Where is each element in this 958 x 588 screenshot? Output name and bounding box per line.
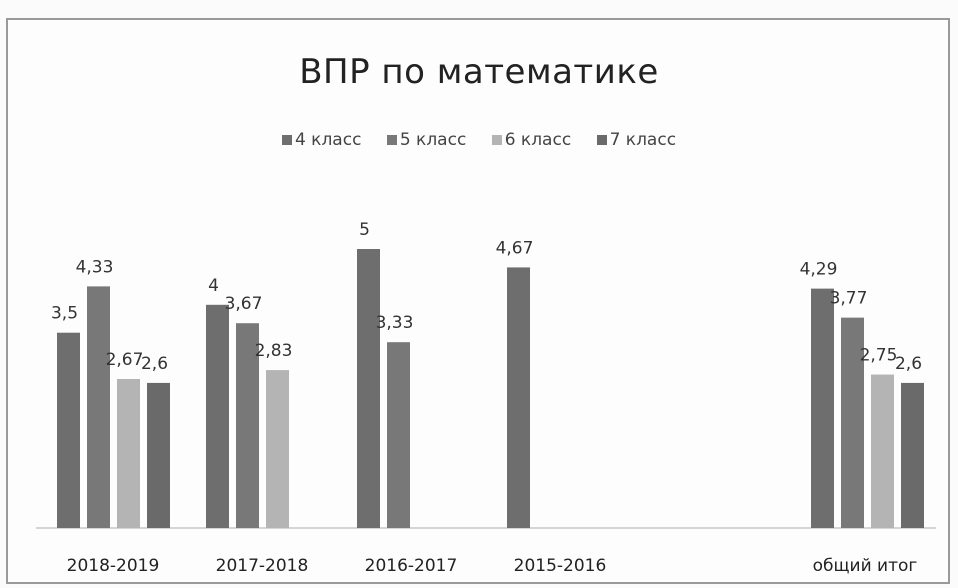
bar: [87, 286, 110, 528]
bar: [117, 379, 140, 528]
legend-item-7: 7 класс: [596, 130, 677, 150]
bar: [507, 267, 530, 528]
data-label: 4,29: [800, 260, 838, 280]
category-label: 2018-2019: [67, 556, 160, 576]
category-label: общий итог: [813, 556, 918, 576]
legend-label-5: 5 класс: [399, 130, 467, 150]
bar: [871, 374, 894, 528]
bar: [236, 323, 259, 528]
data-label: 3,33: [376, 313, 414, 333]
data-label: 3,77: [830, 289, 868, 309]
data-label: 3,67: [225, 294, 263, 314]
data-label: 5: [359, 220, 370, 240]
bar: [357, 249, 380, 528]
legend-label-6: 6 класс: [504, 130, 572, 150]
data-label: 2,83: [255, 341, 293, 361]
legend-swatch-4: [281, 135, 292, 145]
category-label: 2015-2016: [514, 556, 607, 576]
data-label: 3,5: [51, 304, 78, 324]
chart-title: ВПР по математике: [299, 52, 659, 92]
bar: [147, 382, 170, 528]
legend-swatch-5: [386, 135, 397, 145]
category-label: 2016-2017: [365, 556, 458, 576]
bar: [206, 304, 229, 528]
data-label: 2,6: [895, 354, 922, 374]
data-label: 4,33: [76, 257, 114, 277]
data-label: 2,75: [860, 346, 898, 366]
legend-swatch-6: [491, 135, 502, 145]
bar: [387, 342, 410, 528]
legend-swatch-7: [596, 135, 607, 145]
bar: [266, 370, 289, 528]
data-label: 4,67: [496, 238, 534, 258]
bar: [811, 288, 834, 528]
legend: 4 класс 5 класс 6 класс 7 класс: [0, 130, 958, 150]
legend-item-5: 5 класс: [386, 130, 467, 150]
data-label: 2,6: [141, 354, 168, 374]
legend-item-4: 4 класс: [281, 130, 362, 150]
bar: [841, 317, 864, 528]
data-label: 2,67: [106, 350, 144, 370]
legend-item-6: 6 класс: [491, 130, 572, 150]
legend-label-4: 4 класс: [294, 130, 362, 150]
legend-label-7: 7 класс: [609, 130, 677, 150]
bar: [57, 332, 80, 528]
data-label: 4: [208, 276, 219, 296]
category-label: 2017-2018: [216, 556, 309, 576]
bar: [901, 382, 924, 528]
